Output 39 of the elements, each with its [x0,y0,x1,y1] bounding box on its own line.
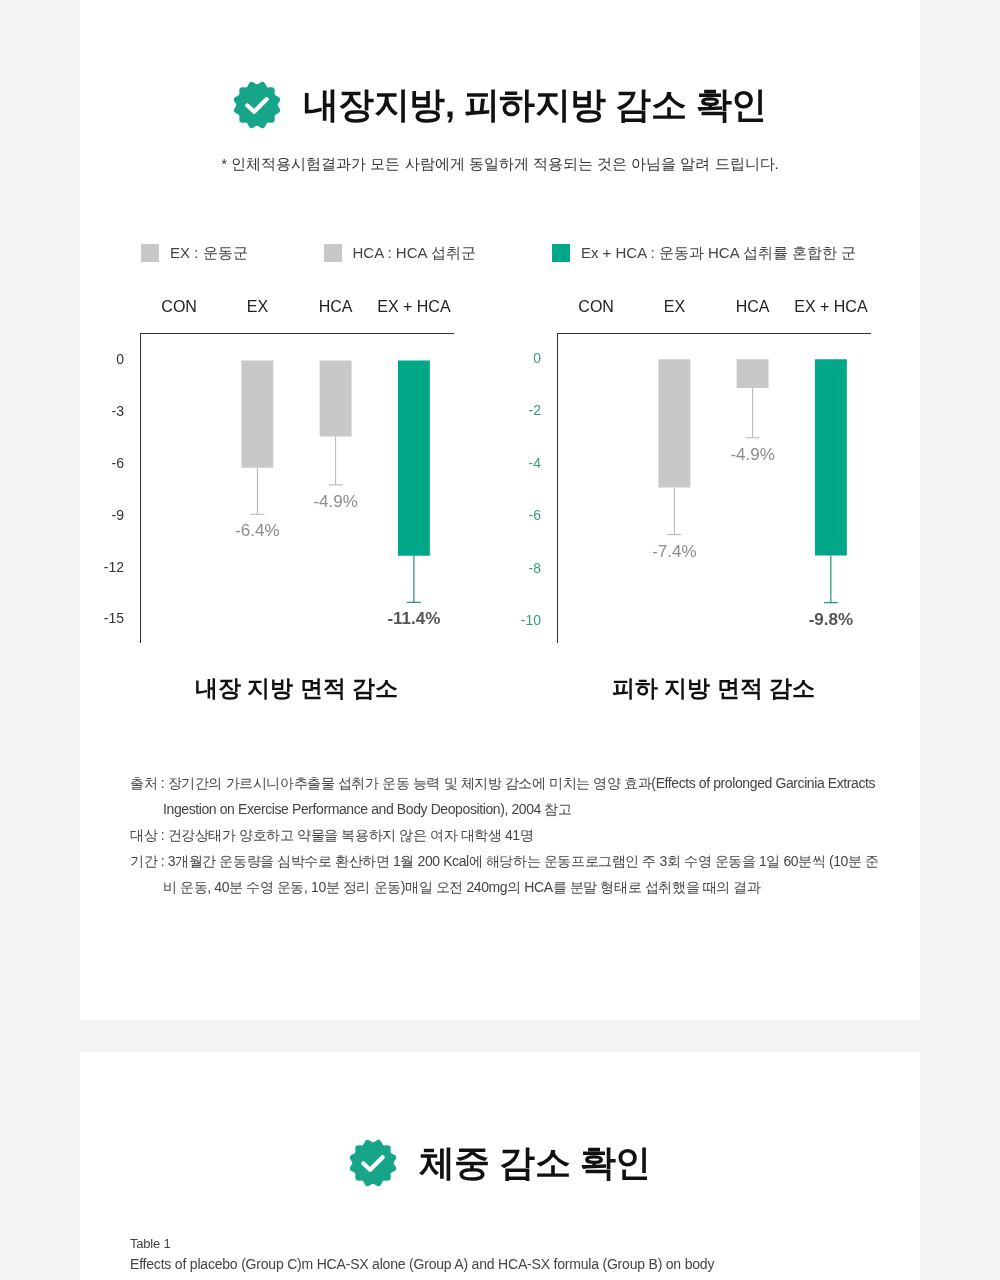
annotation: -6.4% [235,521,280,541]
text: Effects of placebo (Group C)m HCA-SX alone (Group A) and HCA-SX formula (Group B) on body [130,1256,715,1272]
x-axis-title: 내장 지방 면적 감소 [194,675,399,701]
x-tick-label: HCA [735,297,770,315]
x-tick-label: CON [161,297,197,315]
legend-label: Ex + HCA : 운동과 HCA 섭취률 혼합한 군 [580,243,857,263]
text: 대상 : 건강상태가 양호하고 약물을 복용하지 않은 여자 대학생 41명 [130,827,534,843]
annotation: -7.4% [652,541,697,561]
y-tick-label: 0 [533,350,542,367]
y-tick-label: -6 [528,507,542,524]
x-tick-label: EX [246,297,269,315]
text: 내장지방, 피하지방 감소 확인 [302,83,767,127]
annotation: -9.8% [808,609,854,629]
y-tick-label: -3 [111,403,125,420]
y-tick-label: -10 [520,611,542,628]
text: 기간 : 3개월간 운동량을 심박수로 환산하면 1월 200 Kcal에 해당하는 운동프로그램인 주 3회 수영 운동을 1일 60분씩 (10분 준비 운동, 40분 수영 운동, 10분 정리 운동)매일 오전 240mg의 HCA를 분말 형태로 섭취했을 때의 결과 [130,853,879,895]
source-note: 출처 : 장기간의 가르시니아추출물 섭취가 운동 능력 및 체지방 감소에 미치는 영양 효과(Effects of prolonged Garcinia Extracts Ingestion on Exercise Performance and Body Deoposition), 2004 참고 [130,775,876,817]
y-tick-label: -4 [528,454,542,471]
y-tick-label: -12 [103,558,125,575]
x-tick-label: EX + HCA [794,297,868,315]
y-tick-label: -9 [111,506,125,523]
x-tick-label: CON [578,297,614,315]
x-tick-label: EX + HCA [377,297,451,315]
text: * 인체적용시험결과가 모든 사람에게 동일하게 적용되는 것은 아님을 알려 드립니다. [221,155,779,172]
annotation: -11.4% [387,609,441,629]
y-tick-label: -15 [103,610,125,627]
annotation: -4.9% [730,444,775,464]
annotation: -4.9% [313,492,358,512]
y-tick-label: -2 [528,402,542,419]
legend-label: HCA : HCA 섭취군 [352,243,476,263]
x-tick-label: HCA [318,297,353,315]
y-tick-label: -8 [528,559,542,576]
x-tick-label: EX [663,297,686,315]
y-tick-label: -6 [111,455,125,472]
legend-label: EX : 운동군 [170,243,248,263]
y-tick-label: 0 [116,351,125,368]
caption: Table 1 [130,1236,171,1251]
x-axis-title: 피하 지방 면적 감소 [611,675,816,701]
text: 체중 감소 확인 [418,1141,651,1185]
